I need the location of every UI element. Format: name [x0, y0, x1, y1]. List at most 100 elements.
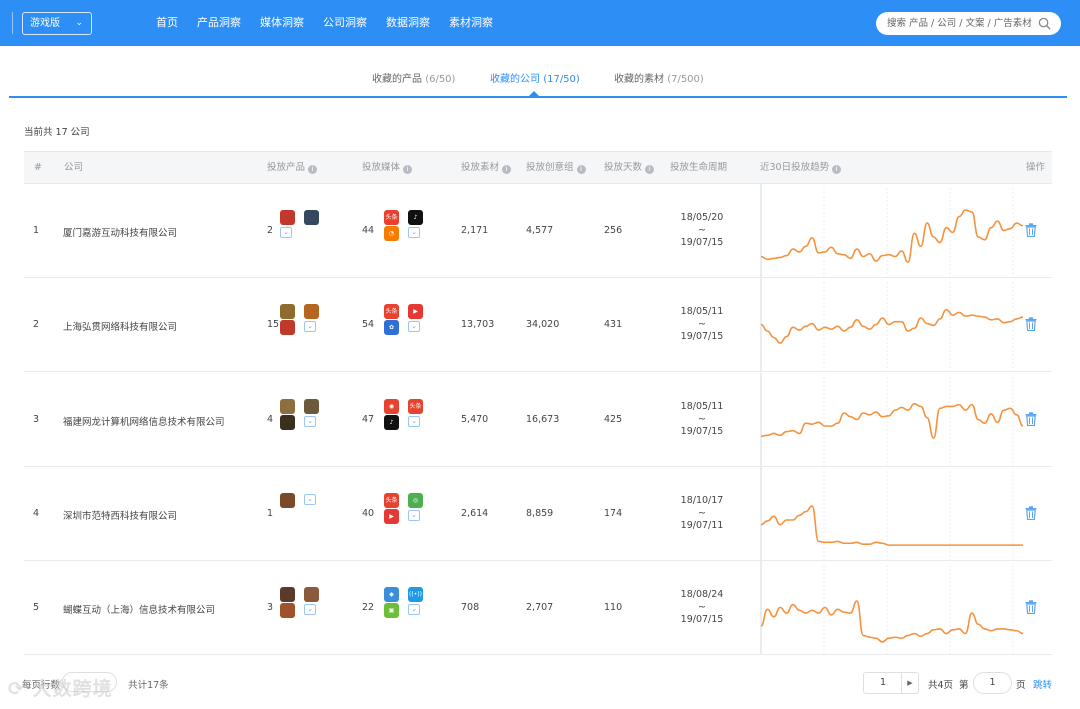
media-platform-icon[interactable]: ▶	[408, 304, 423, 319]
media-platform-icon[interactable]: ◆	[384, 587, 399, 602]
rows-per-page-select[interactable]	[62, 672, 117, 692]
nav-company-insight[interactable]: 公司洞察	[323, 16, 367, 29]
goto-page-input[interactable]: 1	[973, 672, 1012, 694]
nav-home[interactable]: 首页	[156, 16, 178, 29]
info-icon[interactable]: i	[645, 165, 655, 174]
expand-products-button[interactable]: ⌄	[304, 494, 316, 505]
media-platform-icon[interactable]: ◔	[384, 226, 399, 241]
creative-group-count: 8,859	[526, 508, 554, 519]
nav-data-insight[interactable]: 数据洞察	[386, 16, 430, 29]
expand-products-button[interactable]: ⌄	[304, 321, 316, 332]
lifecycle-sep: ~	[698, 224, 706, 236]
nav-media-insight[interactable]: 媒体洞察	[260, 16, 304, 29]
delete-icon[interactable]	[1025, 412, 1037, 426]
delete-icon[interactable]	[1025, 317, 1037, 331]
media-count: 22	[362, 602, 375, 613]
trend-line	[760, 505, 1023, 546]
media-icons: 头条 ◎ ▶ ⌄	[384, 493, 426, 533]
media-icons: ◆ ((•)) ▣ ⌄	[384, 587, 426, 627]
lifecycle-end: 19/07/11	[680, 520, 724, 531]
search-icon[interactable]	[1038, 17, 1051, 30]
trend-line	[760, 209, 1024, 263]
tabs-underline	[9, 96, 1067, 98]
trend-line	[760, 600, 1024, 643]
version-select[interactable]: 游戏版 ⌄	[22, 12, 92, 35]
lifecycle-sep: ~	[698, 318, 706, 330]
active-tab-indicator	[529, 91, 539, 96]
current-page[interactable]: 1	[879, 677, 887, 688]
table-header: # 公司 投放产品 i 投放媒体 i 投放素材 i 投放创意组 i 投放天数 i 投放生命…	[24, 151, 1052, 184]
media-platform-icon[interactable]: ◉	[384, 399, 399, 414]
info-icon[interactable]: i	[576, 165, 586, 174]
watermark: ⟳ 大数跨境	[8, 678, 113, 700]
media-platform-icon[interactable]: ♪	[384, 415, 399, 430]
media-platform-icon[interactable]: 头条	[384, 210, 399, 225]
lifecycle-start: 18/05/11	[680, 306, 724, 317]
media-platform-icon[interactable]: ▶	[384, 509, 399, 524]
pagination: 1 ▶	[863, 672, 919, 694]
game-product-icon[interactable]	[304, 587, 319, 602]
material-count: 5,470	[461, 414, 489, 425]
expand-media-button[interactable]: ⌄	[408, 510, 420, 521]
tab-favorite-materials[interactable]: 收藏的素材 (7/500)	[614, 70, 704, 85]
expand-products-button[interactable]: ⌄	[280, 227, 292, 238]
game-product-icon[interactable]	[280, 603, 295, 618]
lifecycle-start: 18/05/20	[680, 212, 724, 223]
product-icons: ⌄	[280, 304, 322, 344]
info-icon[interactable]: i	[308, 165, 318, 174]
info-icon[interactable]: i	[502, 165, 512, 174]
media-platform-icon[interactable]: ✿	[384, 320, 399, 335]
expand-media-button[interactable]: ⌄	[408, 416, 420, 427]
media-platform-icon[interactable]: ♪	[408, 210, 423, 225]
game-product-icon[interactable]	[280, 210, 295, 225]
trend-chart	[760, 184, 1024, 277]
lifecycle-start: 18/10/17	[680, 495, 724, 506]
game-product-icon[interactable]	[304, 399, 319, 414]
company-name: 福建网龙计算机网络信息技术有限公司	[63, 417, 225, 428]
media-platform-icon[interactable]: ▣	[384, 603, 399, 618]
favorites-tabs: 收藏的产品 (6/50) 收藏的公司 (17/50) 收藏的素材 (7/500)	[0, 70, 1080, 94]
game-product-icon[interactable]	[280, 304, 295, 319]
expand-media-button[interactable]: ⌄	[408, 227, 420, 238]
media-platform-icon[interactable]: 头条	[384, 493, 399, 508]
trend-chart	[760, 278, 1024, 371]
expand-media-button[interactable]: ⌄	[408, 604, 420, 615]
lifecycle-start: 18/08/24	[680, 589, 724, 600]
expand-products-button[interactable]: ⌄	[304, 604, 316, 615]
info-icon[interactable]: i	[832, 165, 842, 174]
game-product-icon[interactable]	[280, 493, 295, 508]
nav-material-insight[interactable]: 素材洞察	[449, 16, 493, 29]
delete-icon[interactable]	[1025, 223, 1037, 237]
trend-line	[760, 308, 1024, 344]
game-product-icon[interactable]	[280, 320, 295, 335]
media-platform-icon[interactable]: ◎	[408, 493, 423, 508]
media-platform-icon[interactable]: ((•))	[408, 587, 423, 602]
expand-media-button[interactable]: ⌄	[408, 321, 420, 332]
next-page-button[interactable]: ▶	[901, 673, 918, 693]
tab-favorite-companies[interactable]: 收藏的公司 (17/50)	[490, 70, 580, 85]
media-platform-icon[interactable]: 头条	[408, 399, 423, 414]
game-product-icon[interactable]	[280, 587, 295, 602]
game-product-icon[interactable]	[280, 399, 295, 414]
creative-group-count: 34,020	[526, 319, 560, 330]
nav-product-insight[interactable]: 产品洞察	[197, 16, 241, 29]
lifecycle-sep: ~	[698, 507, 706, 519]
delete-icon[interactable]	[1025, 600, 1037, 614]
game-product-icon[interactable]	[304, 304, 319, 319]
jump-button[interactable]: 跳转	[1033, 680, 1053, 691]
tab-favorite-products[interactable]: 收藏的产品 (6/50)	[372, 70, 455, 85]
creative-group-count: 16,673	[526, 414, 560, 425]
media-count: 47	[362, 414, 375, 425]
delete-icon[interactable]	[1025, 506, 1037, 520]
game-product-icon[interactable]	[280, 415, 295, 430]
chevron-down-icon: ⌄	[75, 18, 83, 28]
game-product-icon[interactable]	[304, 210, 319, 225]
info-icon[interactable]: i	[403, 165, 413, 174]
col-label: 投放产品	[267, 162, 306, 173]
tab-count: (7/500)	[667, 74, 704, 85]
media-platform-icon[interactable]: 头条	[384, 304, 399, 319]
search-input[interactable]: 搜索 产品 / 公司 / 文案 / 广告素材	[876, 12, 1061, 35]
expand-products-button[interactable]: ⌄	[304, 416, 316, 427]
product-icons: ⌄	[280, 210, 322, 250]
tab-label: 收藏的公司	[490, 74, 540, 85]
